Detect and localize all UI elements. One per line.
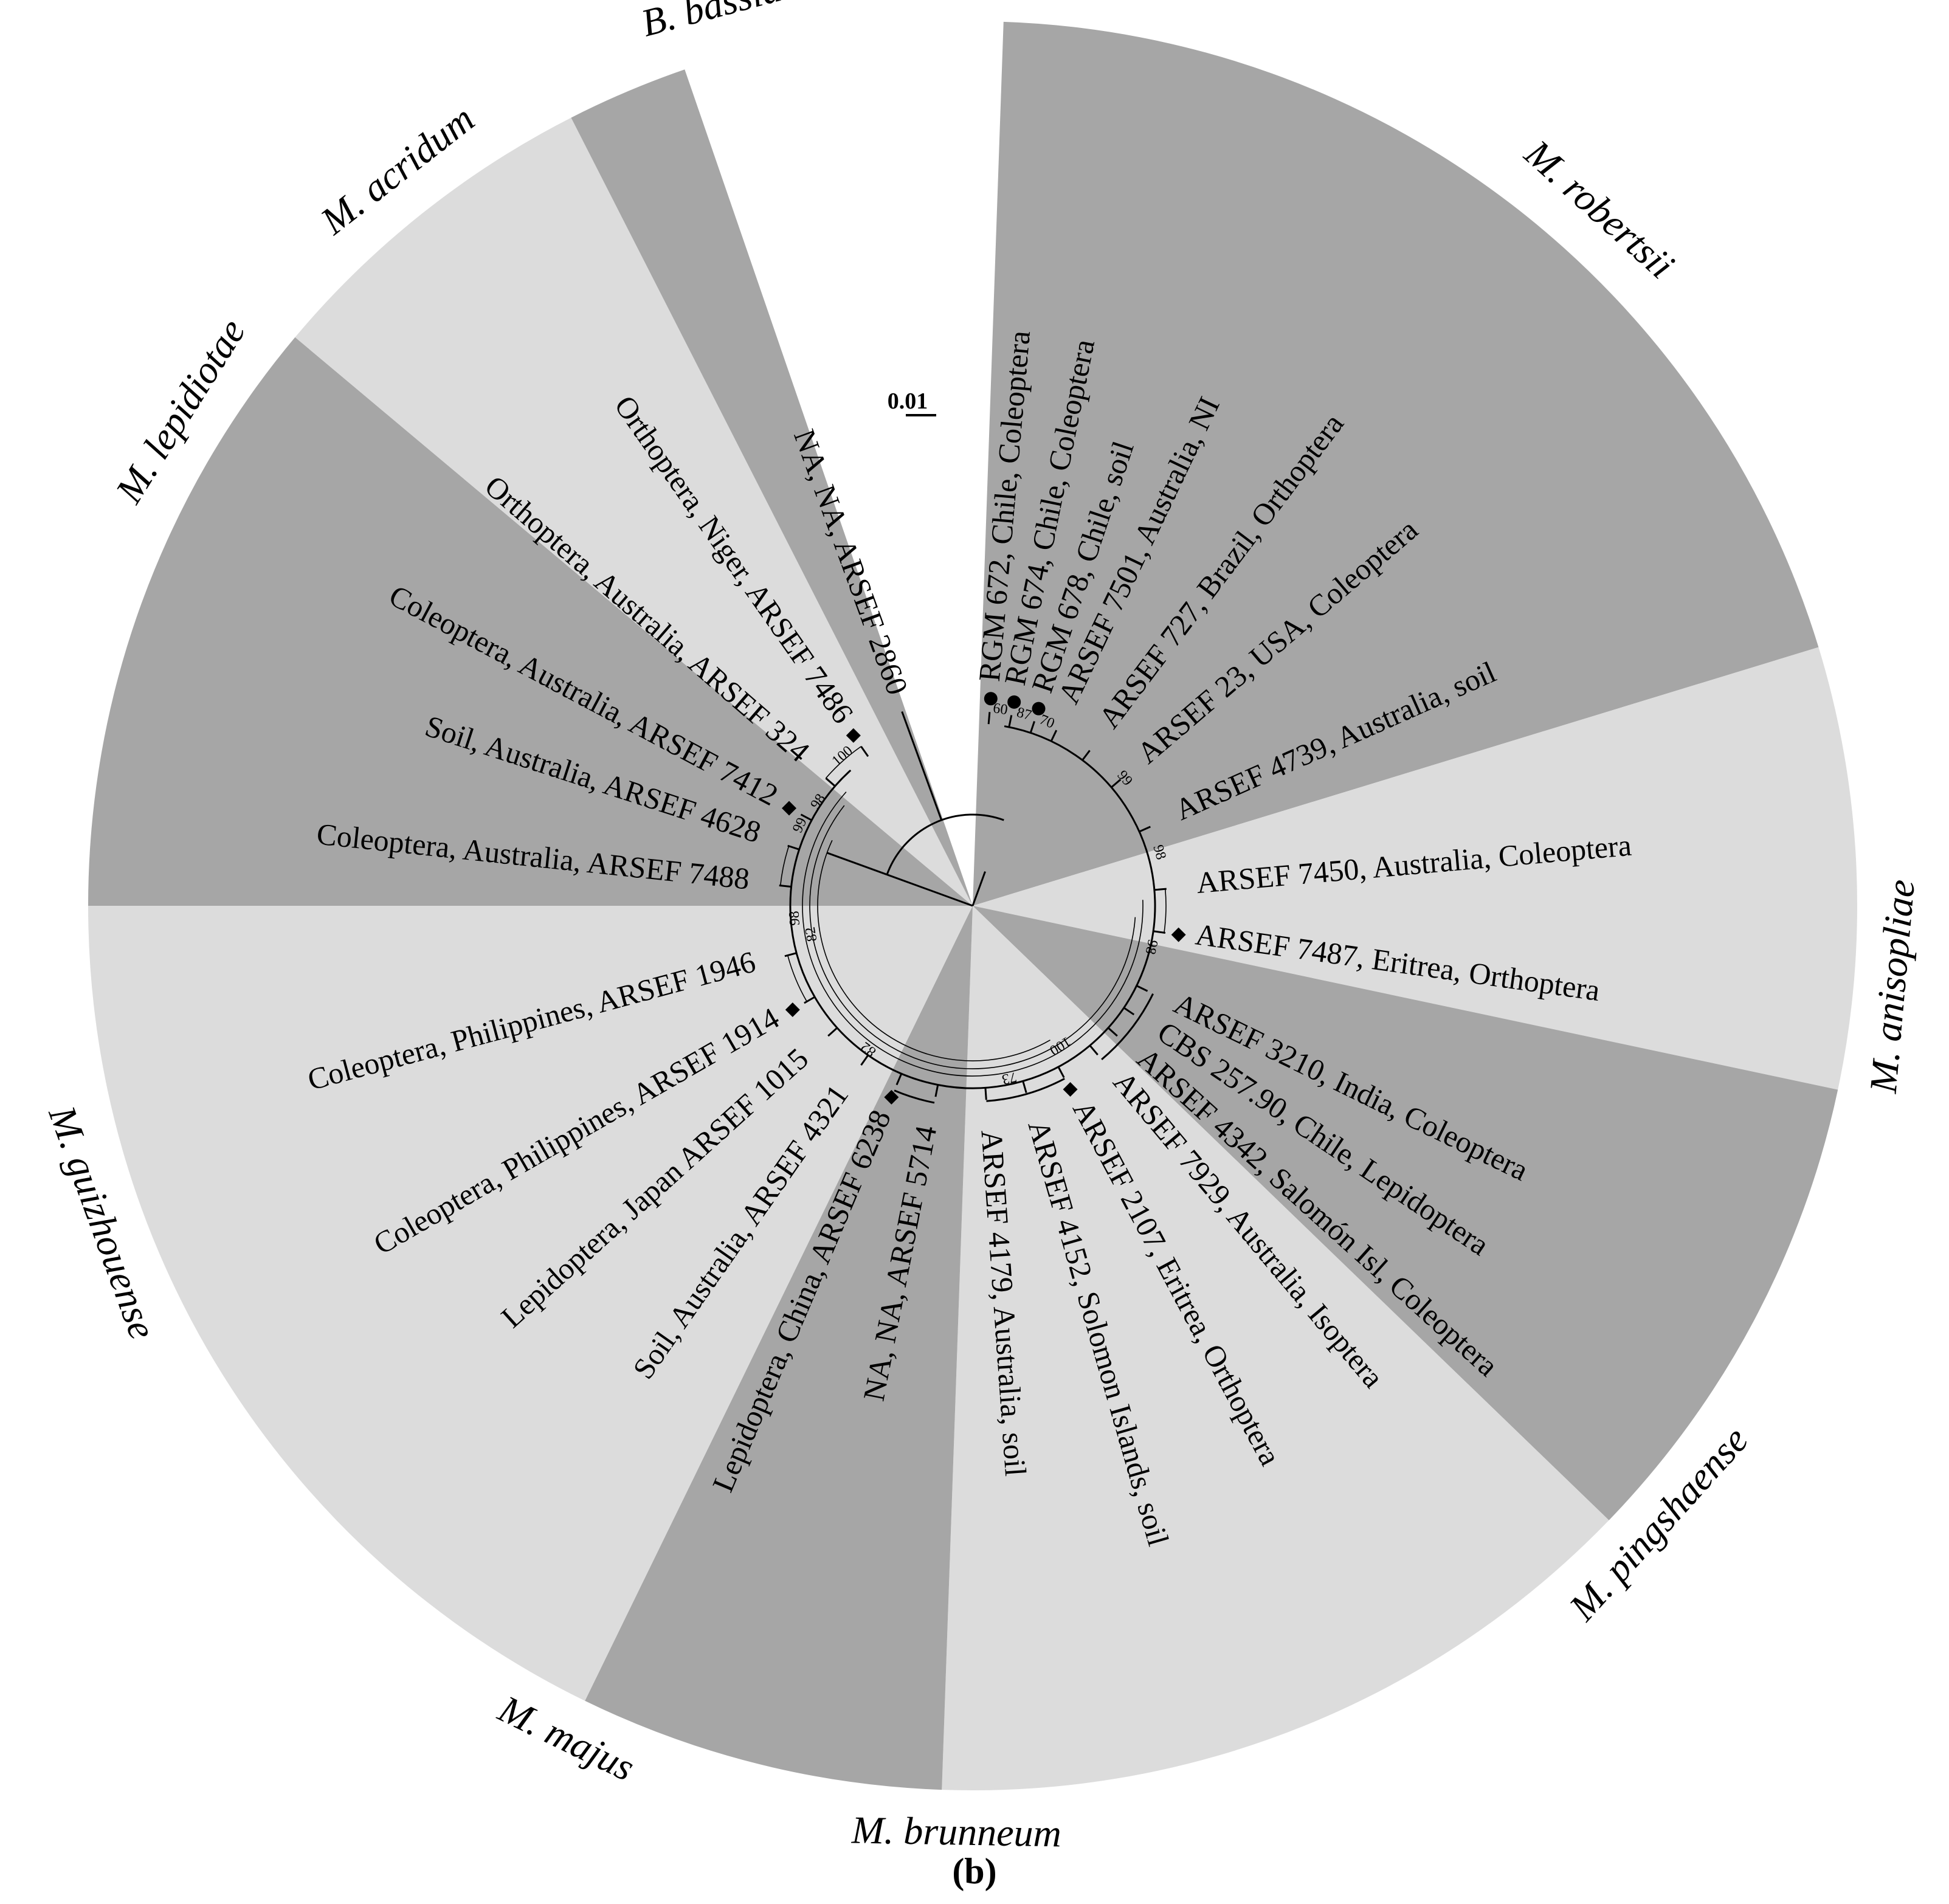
clade-sector [295,117,973,906]
support-value: 73 [1001,1069,1018,1087]
terminal-branch [984,1088,987,1100]
branch-arc [779,846,790,886]
diamond-marker-icon [1063,1081,1078,1097]
scale-bar-label: 0.01 [888,388,928,414]
terminal-branch [1136,985,1148,992]
diamond-marker-icon [1171,927,1186,942]
terminal-branch [800,813,812,821]
clade-sector [973,906,1838,1520]
circle-marker-icon [984,692,998,706]
clade-sector [973,21,1819,906]
terminal-branch [1123,1007,1135,1016]
terminal-branch [895,1073,903,1086]
terminal-branch [1153,930,1166,934]
panel-label: (b) [952,1851,996,1891]
terminal-branch [1081,750,1091,761]
terminal-branch [1057,1066,1065,1078]
terminal-branch [987,712,991,725]
scale-bar: 0.01 [888,388,936,416]
root-branch [971,871,986,906]
support-value: 60 [992,700,1009,718]
terminal-branch [1089,1044,1099,1056]
support-value: 98 [1142,938,1161,956]
terminal-branch [784,952,797,957]
terminal-branch [1029,721,1035,733]
terminal-branch [1022,1080,1027,1094]
clade-sector [973,647,1858,1090]
support-value: 82 [802,926,821,943]
terminal-branch [787,844,800,850]
terminal-branch [1050,730,1058,742]
circle-marker-icon [1007,695,1021,709]
support-value: 98 [786,911,803,926]
clade-sector [585,906,973,1790]
terminal-branch [860,746,869,757]
terminal-branch [825,777,836,787]
branch-arc [1101,993,1154,1060]
branch-arc [825,746,861,779]
diamond-marker-icon [782,801,797,816]
terminal-branch [1008,715,1013,728]
clade-label: M. brunneum [850,1808,1061,1855]
terminal-branch [1111,779,1122,788]
root-branch [886,813,1004,875]
circle-marker-icon [1032,702,1046,716]
root-branch [826,852,888,876]
terminal-branch [779,885,792,888]
clade-label: B. bassiana [637,0,824,45]
clade-sector [88,906,973,1701]
terminal-branch [827,1027,838,1037]
root-branch [886,874,973,907]
clade-sector [88,337,973,906]
terminal-branch [1154,888,1167,891]
branch-arc [986,1077,1065,1102]
branch-arc [802,792,1144,1077]
branch-arc [1164,889,1167,933]
terminal-branch [860,1054,869,1066]
branch-arc [894,1089,935,1104]
terminal-branch [1139,826,1151,833]
terminal-branch [934,1085,939,1097]
diamond-marker-icon [884,1089,899,1105]
branch-arc [787,955,807,1002]
branch-b-bassiana [901,711,943,821]
clade-label: M. anisopliae [1861,878,1923,1095]
terminal-branch [804,996,815,1004]
diamond-marker-icon [785,1002,800,1017]
branch-arc [817,840,1050,1061]
branch-arc [809,805,1136,1069]
clade-sector [571,69,973,906]
clade-sector [942,906,1609,1791]
diamond-marker-icon [846,728,861,743]
terminal-branch [1107,1027,1118,1037]
